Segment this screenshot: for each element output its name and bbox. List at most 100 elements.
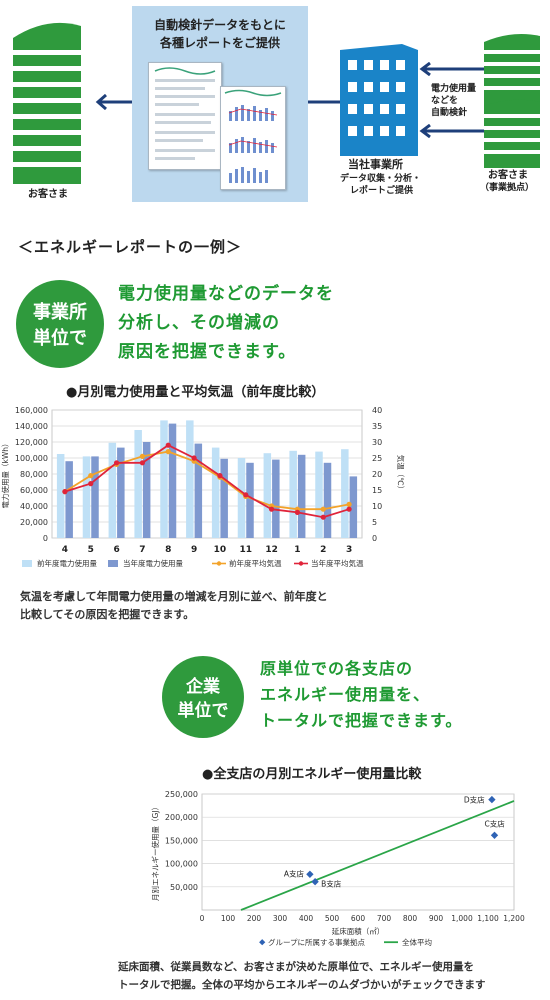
- chart1-bar-prev-year: [82, 456, 91, 538]
- chart1-bar-current-year: [194, 443, 203, 538]
- chart2-x-tick-label: 0: [200, 914, 205, 923]
- panel-title-line-2: 各種レポートをご提供: [159, 36, 280, 50]
- chart1-point-current-temp: [113, 460, 120, 466]
- chart2-y-axis-label: 月別エネルギー使用量（GJ）: [150, 803, 160, 901]
- chart1-point-current-temp: [88, 481, 94, 487]
- block1-lead-line-1: 電力使用量などのデータを: [118, 284, 334, 304]
- chart1-point-current-temp: [243, 492, 249, 498]
- chart2-x-tick-label: 300: [273, 914, 288, 923]
- meter-line-3: 自動検針: [431, 108, 468, 118]
- chart1-point-current-temp: [62, 489, 68, 495]
- office-sub-line-2: レポートご提供: [350, 186, 414, 196]
- chart1-x-tick-label: 10: [214, 545, 227, 555]
- chart1-x-tick-label: 7: [139, 545, 145, 555]
- block2-lead-line-3: トータルで把握できます。: [260, 711, 463, 730]
- chart2-x-tick-label: 200: [247, 914, 262, 923]
- chart2-title: ●全支店の月別エネルギー使用量比較: [202, 767, 422, 782]
- meter-line-1: 電力使用量: [431, 84, 477, 94]
- chart1-bar-current-year: [246, 462, 254, 538]
- chart2-x-tick-label: 900: [429, 914, 444, 923]
- chart2-branch-label: A支店: [284, 868, 305, 878]
- office-building-icon: [340, 44, 418, 156]
- block1-description: 気温を考慮して年間電力使用量の増減を月別に並べ、前年度と 比較してその原因を把握…: [20, 588, 328, 624]
- chart1-y2-tick-label: 20: [372, 470, 382, 479]
- chart1-y-tick-label: 120,000: [15, 438, 48, 447]
- chart2-legend-marker: [259, 939, 266, 946]
- chart1-legend-swatch: [108, 560, 118, 567]
- chart1-legend-marker: [298, 561, 304, 566]
- badge-line-2: 単位で: [33, 328, 87, 349]
- chart1-bar-prev-year: [160, 420, 168, 538]
- chart1-point-prev-temp: [139, 453, 146, 459]
- chart2-legend-label: グループに所属する事業拠点: [268, 937, 366, 947]
- chart1-bar-current-year: [220, 458, 228, 538]
- chart1-y2-tick-label: 30: [372, 438, 382, 447]
- chart2-legend-label: 全体平均: [402, 937, 432, 947]
- chart1-y2-tick-label: 15: [372, 486, 382, 495]
- badge-line-1: 事業所: [33, 302, 87, 323]
- chart1-legend-label: 当年度平均気温: [311, 558, 364, 568]
- chart1-y-tick-label: 40,000: [20, 502, 48, 511]
- chart1-legend-label: 当年度電力使用量: [123, 558, 183, 568]
- chart1-point-prev-temp: [320, 506, 326, 512]
- arrow-left-icon: [95, 94, 134, 110]
- chart1-bar-current-year: [65, 461, 73, 538]
- chart2-x-tick-label: 500: [325, 914, 340, 923]
- chart1-bar-current-year: [91, 456, 99, 538]
- chart1-legend-label: 前年度電力使用量: [37, 558, 97, 568]
- chart1-y-axis-label: 電力使用量（kWh）: [0, 439, 10, 508]
- chart1-y-tick-label: 140,000: [15, 422, 48, 431]
- block2-lead-line-1: 原単位での各支店の: [260, 659, 414, 678]
- chart1-point-current-temp: [165, 442, 171, 448]
- chart1-bar-current-year: [349, 476, 358, 538]
- chart1-bar-prev-year: [315, 451, 323, 538]
- monthly-usage-chart: 0 20,000 40,000 60,000 80,000 100,000 120,000 1…: [0, 406, 406, 568]
- chart2-y-tick-label: 150,000: [165, 836, 198, 845]
- customer-right-label: お客さま: [488, 170, 528, 181]
- chart1-point-current-temp: [320, 514, 326, 520]
- chart1-bar-current-year: [272, 459, 280, 538]
- block1-lead-line-2: 分析し、その増減の: [118, 313, 280, 333]
- chart2-x-tick-label: 800: [403, 914, 418, 923]
- block2-desc-line-1: 延床面積、従業員数など、お客さまが決めた原単位で、エネルギー使用量を: [118, 961, 475, 973]
- chart1-point-prev-temp: [346, 501, 352, 507]
- section-heading: ＜エネルギーレポートの一例＞: [18, 238, 243, 256]
- chart1-bar-prev-year: [211, 447, 220, 538]
- chart1-y-tick-label: 20,000: [20, 518, 48, 527]
- block2-description: 延床面積、従業員数など、お客さまが決めた原単位で、エネルギー使用量を トータルで…: [118, 958, 486, 994]
- branch-energy-scatter-chart: 50,000 100,000 150,000 200,000 250,000 0 100 20…: [150, 790, 525, 947]
- chart1-y-tick-label: 0: [43, 534, 48, 543]
- chart1-bar-prev-year: [56, 454, 65, 538]
- block1-desc-line-1: 気温を考慮して年間電力使用量の増減を月別に並べ、前年度と: [20, 590, 328, 603]
- chart1-y-tick-label: 80,000: [20, 470, 48, 479]
- chart1-x-tick-label: 5: [88, 545, 94, 555]
- chart2-branch-label: D支店: [464, 795, 485, 805]
- chart1-point-current-temp: [217, 473, 223, 479]
- chart1-bar-current-year: [117, 447, 125, 538]
- arrow-left-icon-4: [419, 124, 484, 138]
- chart1-bar-current-year: [297, 454, 306, 538]
- chart2-y-tick-label: 250,000: [165, 790, 198, 799]
- chart1-title: ●月別電力使用量と平均気温（前年度比較）: [66, 385, 325, 400]
- office-unit-badge: 事業所 単位で: [16, 280, 104, 368]
- chart1-x-tick-label: 8: [165, 545, 171, 555]
- chart2-branch-label: C支店: [485, 818, 506, 828]
- chart2-x-tick-label: 700: [377, 914, 392, 923]
- chart1-x-tick-label: 1: [294, 545, 300, 555]
- chart1-point-current-temp: [139, 460, 146, 466]
- chart1-point-current-temp: [294, 509, 301, 515]
- chart1-bar-prev-year: [134, 430, 142, 538]
- chart2-x-tick-label: 100: [221, 914, 236, 923]
- chart2-x-tick-label: 600: [351, 914, 366, 923]
- report-chart-thumbnail-icon: [224, 89, 282, 183]
- chart1-y-tick-label: 60,000: [20, 486, 48, 495]
- chart1-y-tick-label: 160,000: [15, 406, 48, 415]
- customer-right-sub: （事業拠点）: [480, 183, 535, 193]
- chart1-point-current-temp: [268, 506, 275, 512]
- chart1-y2-tick-label: 5: [372, 518, 377, 527]
- arrow-left-icon-3: [419, 62, 484, 76]
- chart2-average-line: [240, 800, 515, 911]
- block2-lead: 原単位での各支店の エネルギー使用量を、 トータルで把握できます。: [260, 656, 462, 734]
- chart1-y2-tick-label: 0: [372, 534, 377, 543]
- report-document-front: [220, 86, 286, 190]
